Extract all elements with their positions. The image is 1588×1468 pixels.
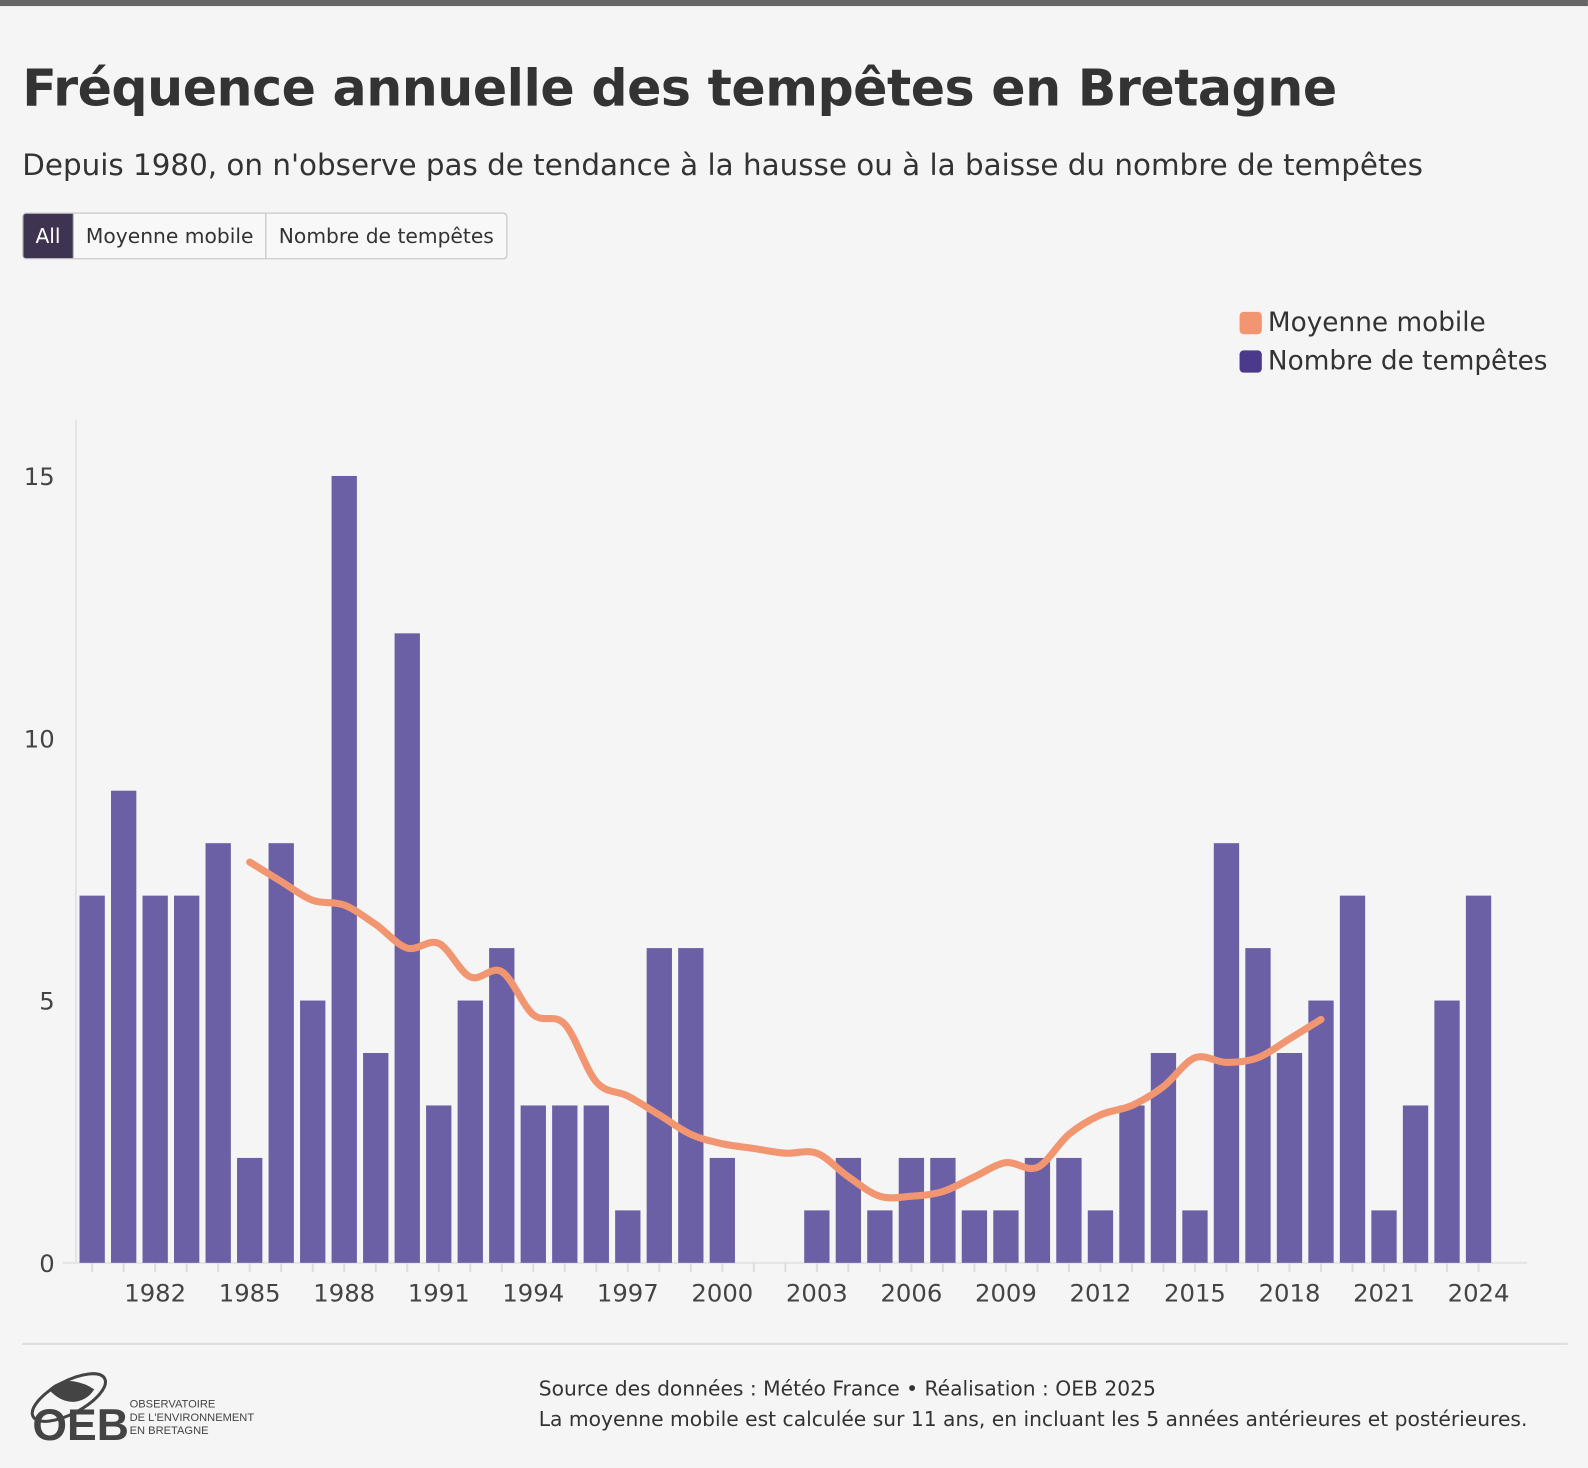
bar (1402, 1105, 1429, 1263)
svg-text:OEB: OEB (32, 1401, 129, 1448)
bar (1434, 1000, 1460, 1263)
bar (1308, 1000, 1334, 1263)
moving-average-line (246, 858, 1325, 1202)
x-tick-label: 1988 (313, 1278, 375, 1307)
bar (930, 1157, 956, 1263)
bar (678, 948, 704, 1263)
legend-label: Moyenne mobile (1267, 307, 1486, 339)
bar (457, 1000, 483, 1263)
bar (1371, 1210, 1397, 1263)
bar (1024, 1157, 1051, 1263)
x-tick-label: 2003 (786, 1278, 848, 1307)
legend-label: Nombre de tempêtes (1267, 346, 1548, 377)
bar (1465, 895, 1492, 1263)
legend-item-moyenne-mobile[interactable]: Moyenne mobile (1239, 304, 1548, 342)
bar (174, 895, 200, 1263)
y-tick-label: 0 (39, 1249, 54, 1278)
x-tick-label: 2000 (691, 1278, 753, 1307)
x-tick-label: 1991 (408, 1278, 470, 1307)
bar (426, 1105, 452, 1263)
chart-subtitle: Depuis 1980, on n'observe pas de tendanc… (22, 147, 1423, 183)
legend-swatch (1239, 311, 1262, 335)
x-tick-label: 1997 (597, 1278, 659, 1307)
bar (1119, 1105, 1145, 1263)
legend-item-nombre-tempetes[interactable]: Nombre de tempêtes (1239, 342, 1548, 380)
bar (268, 843, 294, 1263)
footer-text: Source des données : Météo France • Réal… (539, 1373, 1528, 1434)
legend: Moyenne mobile Nombre de tempêtes (1239, 304, 1548, 381)
bar (646, 948, 672, 1263)
bar (237, 1157, 263, 1263)
bar (363, 1053, 389, 1263)
method-note: La moyenne mobile est calculée sur 11 an… (538, 1406, 1528, 1431)
footer-divider (22, 1342, 1568, 1345)
x-tick-label: 2015 (1164, 1278, 1226, 1307)
bar (961, 1210, 988, 1263)
bar (1182, 1210, 1208, 1263)
x-tick-label: 2024 (1448, 1278, 1510, 1307)
chart-title: Fréquence annuelle des tempêtes en Breta… (22, 58, 1337, 118)
svg-text:OBSERVATOIRE: OBSERVATOIRE (130, 1399, 216, 1411)
bar (1339, 895, 1366, 1263)
x-tick-label: 1985 (219, 1278, 281, 1307)
svg-text:EN BRETAGNE: EN BRETAGNE (130, 1425, 209, 1437)
bar (142, 895, 168, 1263)
bar (898, 1157, 925, 1263)
oeb-logo: OEB OBSERVATOIRE DE L'ENVIRONNEMENT EN B… (20, 1357, 263, 1452)
y-tick-label: 10 (24, 724, 55, 753)
bar-chart: 0 5 10 15 1982 1985 1988 1991 1994 1997 2000 2003 20… (24, 420, 1528, 1307)
bar (993, 1210, 1019, 1263)
bar (1087, 1210, 1114, 1263)
bar (79, 895, 105, 1263)
bar (489, 948, 515, 1263)
x-tick-label: 2012 (1070, 1278, 1132, 1307)
bar (804, 1210, 830, 1263)
filter-moyenne-mobile-button[interactable]: Moyenne mobile (72, 213, 266, 259)
y-tick-label: 15 (24, 462, 55, 491)
filter-nombre-tempetes-button[interactable]: Nombre de tempêtes (265, 213, 507, 259)
x-tick-label: 2009 (975, 1278, 1037, 1307)
y-tick-label: 5 (39, 987, 54, 1016)
bar (1245, 948, 1271, 1263)
x-tick-label: 2021 (1353, 1278, 1415, 1307)
filter-all-button[interactable]: All (23, 213, 73, 259)
bar (552, 1105, 578, 1263)
bar (111, 790, 137, 1263)
x-tick-label: 2018 (1259, 1278, 1321, 1307)
svg-text:DE L'ENVIRONNEMENT: DE L'ENVIRONNEMENT (130, 1412, 255, 1424)
bar (331, 475, 357, 1263)
bar (583, 1105, 609, 1263)
bar (709, 1157, 735, 1263)
x-tick-label: 1994 (502, 1278, 564, 1307)
bar (520, 1105, 546, 1263)
bar (615, 1210, 641, 1263)
x-tick-label: 1982 (124, 1278, 186, 1307)
source-text: Source des données : Météo France • Réal… (538, 1376, 1156, 1401)
bar (205, 843, 231, 1263)
bar (300, 1000, 326, 1263)
bar (1213, 843, 1240, 1263)
bar (867, 1210, 893, 1263)
bar (1056, 1157, 1082, 1263)
x-tick-label: 2006 (880, 1278, 942, 1307)
series-filter: All Moyenne mobile Nombre de tempêtes (22, 212, 508, 260)
bar (1276, 1053, 1303, 1263)
top-border (0, 0, 1588, 7)
legend-swatch (1239, 350, 1262, 373)
